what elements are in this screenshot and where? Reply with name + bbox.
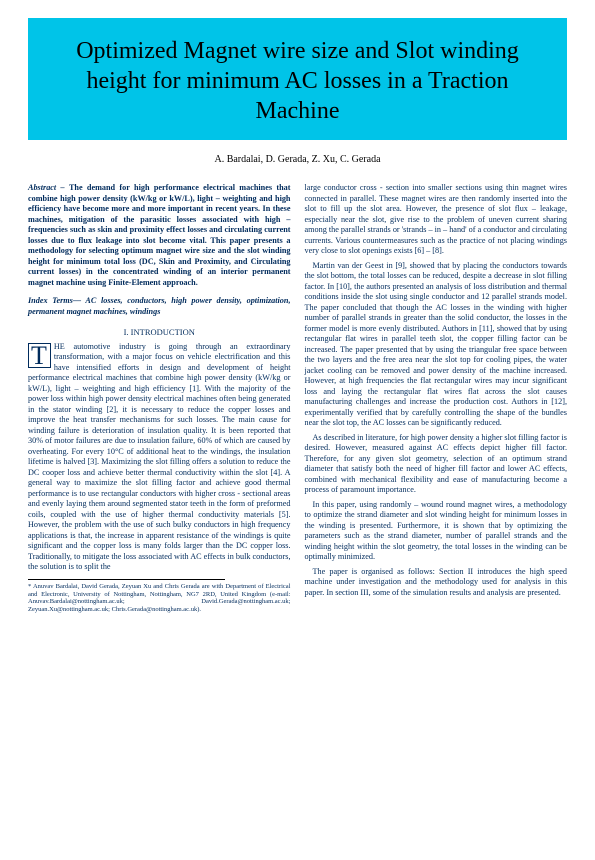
left-column: Abstract – The demand for high performan… — [28, 183, 291, 614]
abstract-text: The demand for high performance electric… — [28, 183, 291, 287]
paper-title: Optimized Magnet wire size and Slot wind… — [52, 36, 543, 126]
col2-para-4: In this paper, using randomly – wound ro… — [305, 500, 568, 563]
section-1-heading: I. INTRODUCTION — [28, 327, 291, 338]
index-terms-lead: Index Terms— — [28, 296, 85, 305]
footnote-separator — [28, 579, 225, 580]
col2-para-2: Martin van der Geest in [9], showed that… — [305, 261, 568, 429]
col2-para-3: As described in literature, for high pow… — [305, 433, 568, 496]
right-column: large conductor cross - section into sma… — [305, 183, 568, 614]
two-column-body: Abstract – The demand for high performan… — [0, 183, 595, 614]
authors-line: A. Bardalai, D. Gerada, Z. Xu, C. Gerada — [0, 154, 595, 165]
intro-paragraph: THE automotive industry is going through… — [28, 342, 291, 573]
col2-para-1: large conductor cross - section into sma… — [305, 183, 568, 257]
title-block: Optimized Magnet wire size and Slot wind… — [28, 18, 567, 140]
col2-para-5: The paper is organised as follows: Secti… — [305, 567, 568, 599]
footnote-text: * Anuvav Bardalai, David Gerada, Zeyuan … — [28, 583, 291, 614]
abstract-lead: Abstract – — [28, 183, 69, 192]
abstract-block: Abstract – The demand for high performan… — [28, 183, 291, 288]
dropcap-letter: T — [28, 343, 51, 368]
index-terms-block: Index Terms— AC losses, conductors, high… — [28, 296, 291, 317]
intro-text: HE automotive industry is going through … — [28, 342, 291, 572]
